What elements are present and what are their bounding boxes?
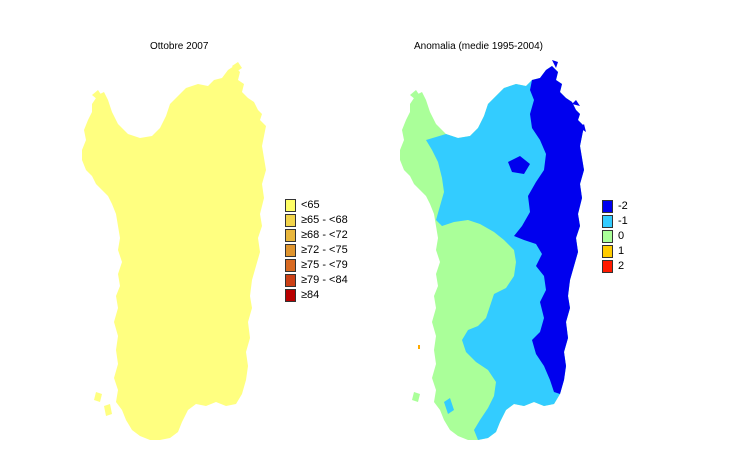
right-map-title: Anomalia (medie 1995-2004) <box>414 41 543 52</box>
legend-label: 1 <box>618 245 625 257</box>
legend-swatch <box>285 199 296 212</box>
right-sardinia-map <box>400 60 586 440</box>
legend-swatch <box>285 214 296 227</box>
legend-label: ≥72 - <75 <box>301 244 348 256</box>
left-sardinia-map <box>82 62 266 440</box>
legend-item: ≥72 - <75 <box>285 243 348 258</box>
legend-label: ≥65 - <68 <box>301 214 348 226</box>
legend-swatch <box>602 200 613 213</box>
legend-swatch <box>602 215 613 228</box>
legend-label: -1 <box>618 215 628 227</box>
legend-label: ≥68 - <72 <box>301 229 348 241</box>
legend-item: 2 <box>602 259 628 274</box>
left-legend: <65 ≥65 - <68 ≥68 - <72 ≥72 - <75 ≥75 - … <box>285 198 348 303</box>
legend-item: <65 <box>285 198 348 213</box>
legend-item: -1 <box>602 214 628 229</box>
legend-item: ≥68 - <72 <box>285 228 348 243</box>
legend-swatch <box>602 230 613 243</box>
legend-swatch <box>285 274 296 287</box>
legend-swatch <box>285 244 296 257</box>
left-map-title: Ottobre 2007 <box>150 41 209 52</box>
legend-label: 2 <box>618 260 625 272</box>
legend-item: 1 <box>602 244 628 259</box>
legend-item: ≥79 - <84 <box>285 273 348 288</box>
legend-item: ≥75 - <79 <box>285 258 348 273</box>
legend-item: ≥84 <box>285 288 348 303</box>
legend-label: -2 <box>618 200 628 212</box>
legend-swatch <box>285 289 296 302</box>
legend-label: ≥75 - <79 <box>301 259 348 271</box>
legend-swatch <box>602 260 613 273</box>
legend-swatch <box>285 229 296 242</box>
legend-label: <65 <box>301 199 320 211</box>
legend-label: 0 <box>618 230 625 242</box>
legend-label: ≥79 - <84 <box>301 274 348 286</box>
legend-item: ≥65 - <68 <box>285 213 348 228</box>
legend-item: 0 <box>602 229 628 244</box>
legend-swatch <box>285 259 296 272</box>
right-legend: -2 -1 0 1 2 <box>602 199 628 274</box>
legend-label: ≥84 <box>301 289 320 301</box>
legend-swatch <box>602 245 613 258</box>
legend-item: -2 <box>602 199 628 214</box>
